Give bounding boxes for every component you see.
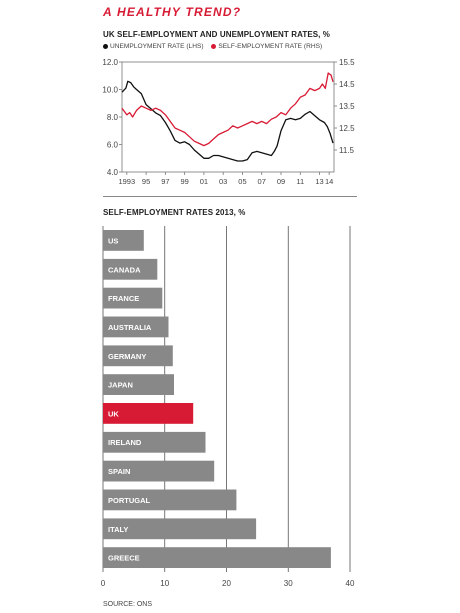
x-tick-label: 99 [180,177,188,186]
bar-chart-title: SELF-EMPLOYMENT RATES 2013, % [103,207,246,217]
bar [103,345,173,367]
bar-label: AUSTRALIA [108,323,152,332]
source-note: SOURCE: ONS [103,601,153,608]
line-chart: 4.0 6.0 8.0 10.0 12.0 11.5 12.5 13.5 14.5 15.5 199… [102,58,355,186]
x-tick-label: 30 [284,579,293,588]
bar-label: GERMANY [108,352,146,361]
x-tick-label: 40 [346,579,355,588]
bar-label: FRANCE [108,294,139,303]
bar-uk-highlight [103,403,194,424]
bar-label: JAPAN [108,381,133,390]
x-tick-label: 09 [277,177,285,186]
x-tick-label: 07 [258,177,266,186]
bar [103,316,169,338]
x-tick-label: 13 [315,177,323,186]
x-tick-label: 10 [160,579,169,588]
x-tick-label: 05 [238,177,246,186]
x-tick-label: 0 [101,579,106,588]
x-tick-label: 1993 [118,177,135,186]
y-left-tick-label: 6.0 [107,141,119,150]
y-left-tick-label: 4.0 [107,168,119,177]
legend-label-unemployment: UNEMPLOYMENT RATE (LHS) [110,43,204,50]
legend-label-self-employment: SELF-EMPLOYMENT RATE (RHS) [218,43,323,50]
bar-chart: 0 10 20 30 40 US CANADA FRANCE AUSTRALIA GERMANY J… [101,226,355,588]
line-chart-legend: UNEMPLOYMENT RATE (LHS) SELF-EMPLOYMENT … [103,43,328,50]
y-left-tick-label: 8.0 [107,113,119,122]
bar-label: IRELAND [108,438,142,447]
legend-item-unemployment: UNEMPLOYMENT RATE (LHS) [103,43,204,50]
bar-label: US [108,236,118,245]
page-title: A HEALTHY TREND? [103,5,242,19]
unemployment-rate-line [121,80,334,162]
bar-label: GREECE [108,554,140,563]
bar [103,374,174,395]
bar [103,489,237,511]
y-right-tick-label: 14.5 [339,80,355,89]
bar [103,258,158,280]
y-left-tick-label: 12.0 [102,58,118,67]
bar [103,431,206,453]
x-tick-label: 03 [219,177,227,186]
bar-label: UK [108,409,119,418]
legend-item-self-employment: SELF-EMPLOYMENT RATE (RHS) [211,43,322,50]
bar-label: SPAIN [108,467,130,476]
bar-label: PORTUGAL [108,496,151,505]
y-right-tick-label: 12.5 [339,124,355,133]
bar [103,230,144,251]
bar-label: ITALY [108,525,128,534]
bar [103,547,331,568]
x-tick-label: 11 [296,177,304,186]
section-divider [103,196,357,197]
bar-label: CANADA [108,265,141,274]
y-right-tick-label: 11.5 [339,146,355,155]
self-employment-rate-line [121,72,334,147]
y-right-tick-label: 13.5 [339,102,355,111]
x-tick-label: 01 [200,177,208,186]
x-tick-label: 95 [142,177,150,186]
bar [103,460,215,482]
bar [103,287,163,309]
x-tick-label: 97 [161,177,169,186]
y-right-tick-label: 15.5 [339,58,355,67]
line-chart-title: UK SELF-EMPLOYMENT AND UNEMPLOYMENT RATE… [103,29,330,39]
legend-swatch-self-employment [211,43,217,49]
x-tick-label: 14 [325,177,333,186]
x-tick-label: 20 [222,579,231,588]
legend-swatch-unemployment [103,43,108,49]
y-left-tick-label: 10.0 [102,86,118,95]
bar [103,518,257,540]
